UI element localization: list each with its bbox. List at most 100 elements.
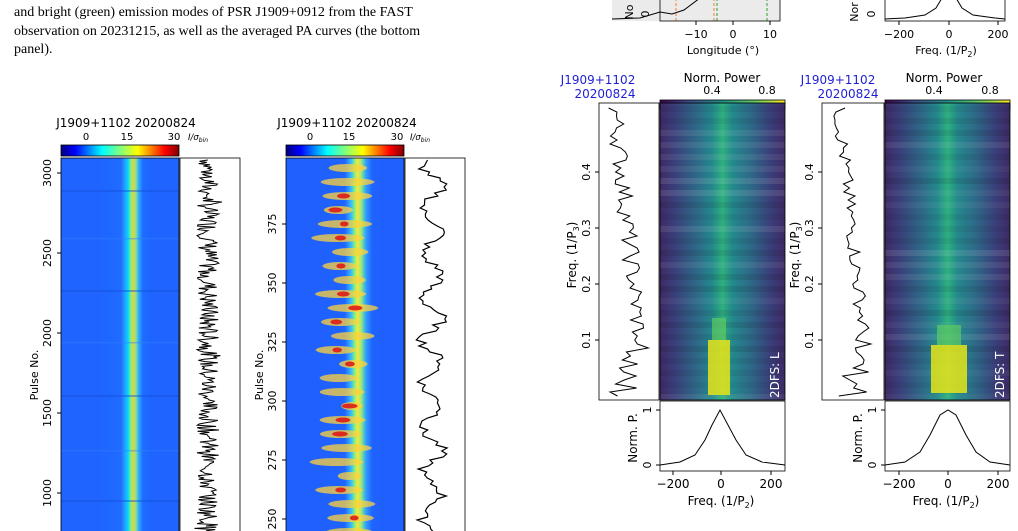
dfs-row-band xyxy=(660,142,785,148)
fig-b-pulse-peak xyxy=(332,431,348,437)
fig-top-frame xyxy=(659,0,781,22)
fig-b-bright-pulses xyxy=(309,164,379,531)
fig-c-side-spectrum xyxy=(608,107,651,397)
dfs-row-band xyxy=(660,394,785,400)
fig-a-ytick: 3000 xyxy=(41,159,54,187)
fig-b-pulse-blob xyxy=(320,178,375,186)
fig-c-xtick: 0 xyxy=(717,477,725,491)
fig-c-bottom-ylabel: Norm. P. xyxy=(626,413,640,463)
fig-a-cbar-tick: 30 xyxy=(168,132,181,143)
figure-caption: and bright (green) emission modes of PSR… xyxy=(14,4,504,60)
dfs-row-band xyxy=(660,298,785,304)
fig-a-ytick: 1000 xyxy=(41,479,54,507)
caption-line-3: panel). xyxy=(14,42,53,57)
fig-b-title: J1909+1102 20200824 xyxy=(276,116,417,130)
fig-top-r-profile xyxy=(884,0,1006,20)
dfs-row-band xyxy=(885,130,1010,136)
fig-top-right-panel: Nor 0 −200 0 200 Freq. (1/P2) xyxy=(848,0,1009,59)
fig-b-pulse-peak xyxy=(334,235,346,241)
dfs-row-band xyxy=(885,142,1010,148)
fig-d-xlabel: Freq. (1/P2) xyxy=(913,494,980,510)
fig-b-pulse-blob xyxy=(328,500,376,508)
dfs-row-band xyxy=(885,310,1010,316)
caption-line-1: and bright (green) emission modes of PSR… xyxy=(14,5,413,20)
fig-d-xtick: 200 xyxy=(987,477,1010,491)
dfs-row-band xyxy=(885,106,1010,112)
fig-c-date: 20200824 xyxy=(574,87,635,101)
fig-b-ytick: 325 xyxy=(266,332,279,353)
fig-b-yticks: 375 350 325 300 275 250 xyxy=(266,214,286,530)
fig-c-ytick: 0.3 xyxy=(580,219,593,237)
fig-d-map-frame xyxy=(884,102,1011,401)
fig-top-xtick: −10 xyxy=(684,28,707,41)
fig-b-map-frame xyxy=(285,157,405,531)
fig-d-tag: 2DFS: T xyxy=(993,351,1007,398)
fig-top-r-frame xyxy=(884,0,1006,22)
fig-d-cbar-tick: 0.4 xyxy=(925,84,943,97)
fig-c-bottom-profile xyxy=(659,408,786,466)
dfs-row-band xyxy=(885,394,1010,400)
fig-a-colorbar: 0 15 30 I/σbin xyxy=(60,132,208,157)
fig-a-title: J1909+1102 20200824 xyxy=(55,116,196,130)
dfs-row-band xyxy=(660,154,785,160)
fig-b-ytick: 375 xyxy=(266,214,279,235)
fig-d-ytick: 0.1 xyxy=(803,331,816,349)
fig-d-ytick: 0.2 xyxy=(803,275,816,293)
fig-d-bottom-frame xyxy=(884,400,1011,472)
fig-d-xtick: 0 xyxy=(944,477,952,491)
dfs-row-band xyxy=(885,190,1010,196)
dfs-row-band xyxy=(885,298,1010,304)
fig-b-cbar-tick: 0 xyxy=(307,132,313,143)
fig-top-r-xtick: −200 xyxy=(884,28,914,41)
fig-a-map-frame xyxy=(60,157,180,531)
fig-b-pulse-peak xyxy=(337,193,350,199)
fig-b-ytick: 350 xyxy=(266,273,279,294)
dfs-row-band xyxy=(885,226,1010,232)
fig-d-psr-name: J1909+1102 xyxy=(800,73,876,87)
fig-b-pulse-peak xyxy=(336,291,350,297)
fig-b-cbar xyxy=(285,144,405,157)
fig-b-ytick: 300 xyxy=(266,391,279,412)
fig-c-bottom-ytick: 0 xyxy=(641,462,654,469)
fig-d-bottom-ytick: 0 xyxy=(866,462,879,469)
dfs-row-band xyxy=(660,274,785,280)
dfs-row-band xyxy=(885,202,1010,208)
dfs-row-band xyxy=(660,226,785,232)
fig-top-ytick: 0 xyxy=(639,11,652,18)
fig-b-pulse-peak xyxy=(328,207,343,213)
fig-top-ylabel: No xyxy=(623,4,636,19)
fig-a-ytick: 2500 xyxy=(41,239,54,267)
dfs-row-band xyxy=(660,250,785,256)
fig-d-bottom-ylabel: Norm. P. xyxy=(851,413,865,463)
fig-b-profile xyxy=(415,159,449,531)
fig-d-hotspot-glow xyxy=(937,325,961,345)
dfs-row-band xyxy=(660,238,785,244)
dfs-row-band xyxy=(660,214,785,220)
fig-a-cbar-tick: 15 xyxy=(121,132,134,143)
fig-c-side-frame xyxy=(598,102,660,401)
figure-d: J1909+1102 20200824 Norm. Power 0.4 0.8 … xyxy=(788,71,1011,510)
fig-c-yticks: 0.4 0.3 0.2 0.1 xyxy=(580,163,599,349)
fig-c-cbar-tick: 0.4 xyxy=(703,84,721,97)
dfs-row-band xyxy=(660,130,785,136)
fig-b-colorbar: 0 15 30 I/σbin xyxy=(285,132,430,157)
dfs-row-band xyxy=(660,286,785,292)
fig-d-side-frame xyxy=(821,102,885,401)
fig-top-profile xyxy=(611,0,699,20)
fig-top-xtick: 10 xyxy=(763,28,777,41)
fig-d-date: 20200824 xyxy=(817,87,878,101)
figure-a: J1909+1102 20200824 0 15 30 I/σbin 30 0 xyxy=(28,116,241,531)
dfs-row-band xyxy=(885,286,1010,292)
fig-top-r-ylabel: Nor xyxy=(848,2,861,22)
fig-a-ylabel: Pulse No. xyxy=(28,350,41,401)
fig-a-cbar xyxy=(60,144,180,157)
fig-b-pulse-peak xyxy=(348,305,363,311)
dfs-row-band xyxy=(885,250,1010,256)
fig-c-tag: 2DFS: L xyxy=(768,352,782,398)
dfs-row-band xyxy=(660,118,785,124)
fig-d-yticks: 0.4 0.3 0.2 0.1 xyxy=(803,163,822,349)
fig-b-pulse-blob xyxy=(319,388,365,396)
fig-b-pulse-blob xyxy=(337,472,362,480)
dfs-row-band xyxy=(660,202,785,208)
